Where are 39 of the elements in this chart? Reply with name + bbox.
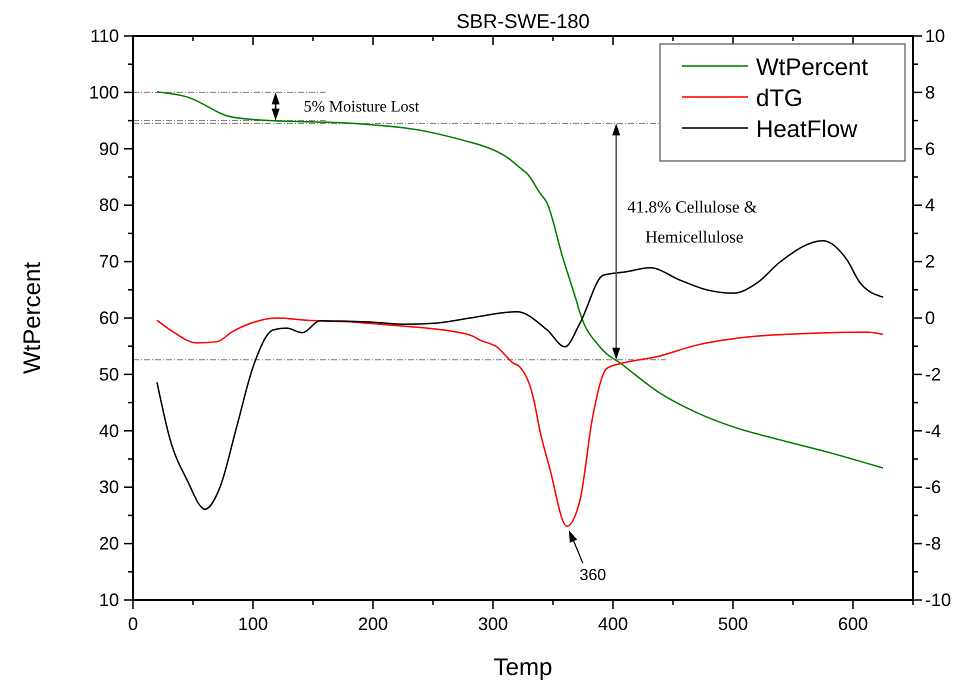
y2-tick-label: 8: [925, 82, 936, 102]
y2-tick-label: -6: [925, 477, 942, 498]
chart-title: SBR-SWE-180: [456, 11, 590, 33]
y-tick-label: 110: [90, 26, 119, 46]
y2-tick-label: 4: [925, 195, 936, 216]
legend-label: WtPercent: [756, 54, 868, 81]
y2-tick-label: 2: [925, 252, 936, 272]
y-tick-label: 100: [88, 82, 119, 102]
y2-tick-label: 6: [925, 138, 936, 159]
y2-tick-label: 10: [925, 26, 946, 46]
legend-label: HeatFlow: [756, 116, 858, 143]
x-tick-label: 500: [718, 614, 748, 634]
annotation: 41.8% Cellulose & Hemicellulose: [627, 198, 758, 247]
x-tick-label: 600: [838, 614, 868, 634]
y-tick-label: 70: [98, 252, 119, 272]
x-tick-label: 0: [128, 614, 138, 634]
y-tick-label: 30: [98, 477, 119, 498]
x-tick-label: 100: [238, 614, 268, 634]
x-axis-title: Temp: [494, 654, 552, 681]
y-axis-title: WtPercent: [19, 262, 46, 374]
y-tick-label: 90: [98, 138, 119, 159]
legend-label: dTG: [756, 85, 803, 112]
x-tick-label: 300: [478, 614, 508, 634]
x-tick-label: 200: [358, 614, 388, 634]
annotation: 5% Moisture Lost: [304, 98, 420, 116]
y-tick-label: 50: [98, 364, 119, 384]
y2-tick-label: -10: [925, 590, 952, 610]
x-tick-label: 400: [598, 614, 628, 634]
y2-tick-label: -8: [925, 534, 942, 554]
y-tick-label: 20: [98, 534, 119, 554]
y-tick-label: 10: [98, 590, 119, 610]
annotation: 360: [579, 567, 606, 584]
y2-tick-label: -4: [925, 420, 942, 441]
line-series: [156, 317, 884, 527]
y-tick-label: 80: [98, 195, 119, 216]
y-tick-label: 40: [98, 420, 119, 441]
y2-tick-label: 0: [925, 308, 936, 328]
y2-tick-label: -2: [925, 364, 942, 384]
y-tick-label: 60: [98, 308, 119, 328]
